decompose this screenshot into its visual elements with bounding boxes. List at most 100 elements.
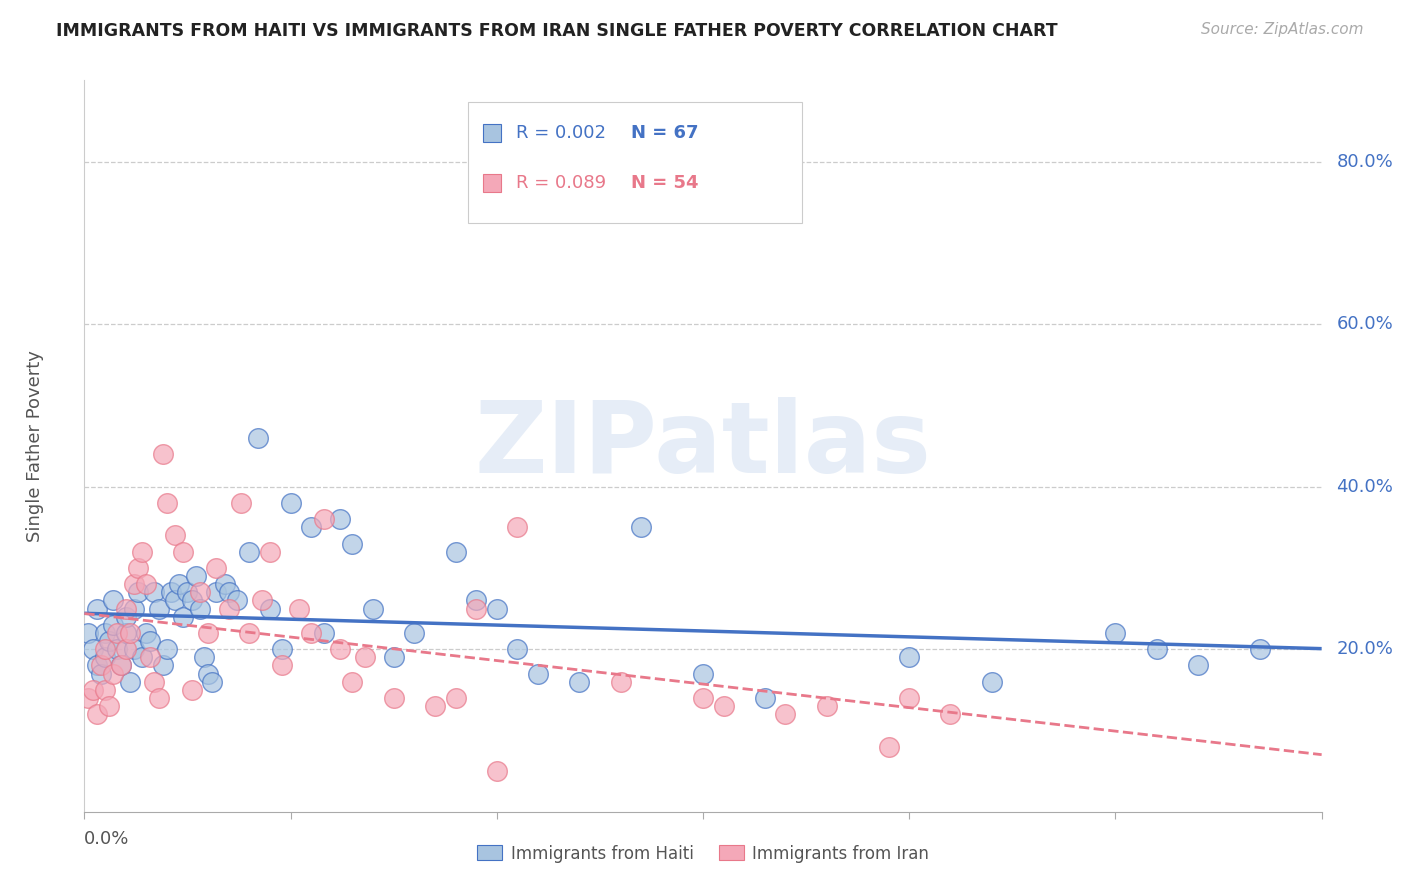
Point [353,650,375,665]
Text: 80.0%: 80.0% [1337,153,1393,170]
Point [172,609,194,624]
Text: 40.0%: 40.0% [1337,477,1393,496]
Point [152,658,174,673]
Point [180,682,202,697]
Point [229,496,252,510]
Point [226,593,249,607]
Point [312,626,335,640]
Point [568,674,591,689]
Point [404,626,426,640]
Point [118,626,141,640]
Point [939,707,962,722]
Point [312,512,335,526]
Text: R = 0.002: R = 0.002 [516,124,606,142]
Legend: Immigrants from Haiti, Immigrants from Iran: Immigrants from Haiti, Immigrants from I… [471,838,935,869]
Point [299,626,322,640]
Point [114,642,136,657]
Point [94,626,117,640]
Point [1104,626,1126,640]
Point [148,601,170,615]
Point [98,699,121,714]
Point [201,674,224,689]
Point [167,577,190,591]
Point [193,650,215,665]
Point [444,690,467,705]
Point [127,561,149,575]
Point [259,601,281,615]
Point [527,666,550,681]
Point [630,520,652,534]
Point [382,650,405,665]
Point [609,674,631,689]
Point [1187,658,1209,673]
Point [465,593,488,607]
Point [77,690,100,705]
Point [82,682,104,697]
Point [77,626,100,640]
Point [82,642,104,657]
Point [114,609,136,624]
Point [127,585,149,599]
Point [86,601,108,615]
Point [218,585,240,599]
Point [188,601,211,615]
Point [160,585,183,599]
Point [94,682,117,697]
Text: 60.0%: 60.0% [1337,315,1393,333]
Point [94,642,117,657]
Point [214,577,236,591]
Point [152,447,174,461]
Point [259,544,281,558]
Point [692,666,714,681]
Point [135,577,157,591]
Point [135,626,157,640]
Point [184,569,207,583]
Point [122,642,145,657]
Point [342,674,364,689]
Point [103,666,125,681]
Point [423,699,446,714]
Point [444,544,467,558]
Text: Source: ZipAtlas.com: Source: ZipAtlas.com [1201,22,1364,37]
Point [299,520,322,534]
Point [898,650,921,665]
Bar [482,124,502,142]
Point [218,601,240,615]
Point [105,642,128,657]
Point [156,496,179,510]
Point [165,528,187,542]
Point [329,512,352,526]
Point [94,650,117,665]
Point [148,690,170,705]
Point [90,658,112,673]
Point [114,626,136,640]
Point [131,544,153,558]
Point [86,707,108,722]
Text: Single Father Poverty: Single Father Poverty [25,350,44,542]
Point [238,544,260,558]
Point [172,544,194,558]
Point [288,601,311,615]
Point [205,585,228,599]
Point [156,642,179,657]
Point [122,601,145,615]
Point [139,650,162,665]
Point [713,699,735,714]
Point [98,634,121,648]
Point [361,601,384,615]
Point [877,739,900,754]
Point [342,536,364,550]
Point [382,690,405,705]
Point [271,642,294,657]
Point [131,650,153,665]
Point [250,593,273,607]
Point [86,658,108,673]
Point [205,561,228,575]
Point [103,593,125,607]
Point [329,642,352,657]
Text: 20.0%: 20.0% [1337,640,1393,658]
Point [754,690,776,705]
Point [271,658,294,673]
Point [238,626,260,640]
Point [103,617,125,632]
